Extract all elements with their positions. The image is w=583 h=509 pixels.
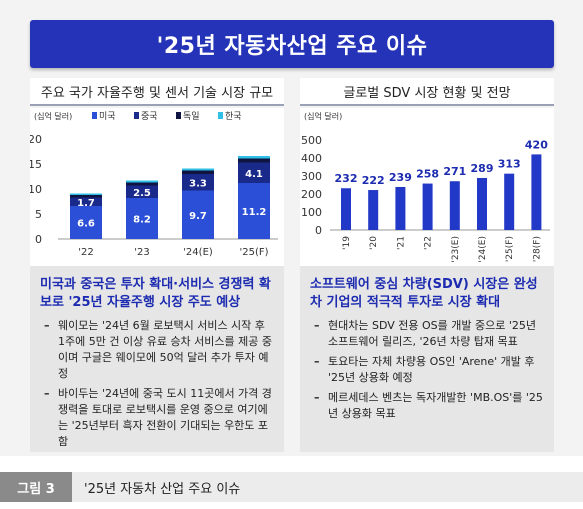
left-bullet-list: 웨이모는 '24년 6월 로보택시 서비스 시작 후 1주에 5만 건 이상 유… (30, 318, 284, 450)
figure-caption: 그림 3 '25년 자동차 산업 주요 이슈 (0, 472, 583, 502)
y-tick-label: 10 (30, 183, 42, 196)
x-tick-label: '24(E) (183, 247, 213, 258)
y-tick-label: 100 (301, 206, 322, 219)
left-panel-header: 주요 국가 자율주행 및 센서 기술 시장 규모 (30, 78, 284, 106)
y-tick-label: 20 (30, 133, 42, 146)
x-tick-label: '20 (369, 236, 379, 250)
bar-segment (126, 185, 158, 198)
bar-segment (126, 180, 158, 183)
title-banner: '25년 자동차산업 주요 이슈 (30, 20, 554, 68)
bar-segment (182, 190, 214, 239)
sdv-bar (504, 173, 515, 230)
sdv-bar (477, 177, 487, 230)
bar-value-label: 289 (471, 162, 494, 175)
bar-value-label: 258 (416, 168, 439, 181)
sdv-bar (449, 181, 460, 230)
y-tick-label: 300 (301, 170, 322, 183)
right-panel-header: 글로벌 SDV 시장 현황 및 전망 (300, 78, 554, 106)
bar-value-label: 2.5 (133, 188, 151, 199)
right-desc-title: 소프트웨어 중심 차량(SDV) 시장은 완성차 기업의 적극적 투자로 시장 … (310, 277, 538, 310)
bar-value-label: 4.1 (245, 169, 263, 180)
page-title: '25년 자동차산업 주요 이슈 (156, 34, 428, 59)
left-bullet-1: 웨이모는 '24년 6월 로보택시 서비스 시작 후 1주에 5만 건 이상 유… (44, 318, 274, 382)
sdv-bar-chart: (십억 달러) 0 100 200 300 400 500 232 '19 222 '20 239 '2… (301, 111, 550, 263)
sdv-bar (422, 183, 433, 230)
y-tick-label: 200 (301, 188, 322, 201)
infographic-frame: '25년 자동차산업 주요 이슈 주요 국가 자율주행 및 센서 기술 시장 규… (0, 0, 583, 456)
bar-value-label: 1.7 (77, 198, 95, 209)
bar-segment (238, 158, 270, 163)
bar-value-label: 313 (498, 158, 521, 171)
bar-value-label: 222 (362, 174, 385, 187)
x-tick-label: '28(F) (532, 236, 542, 262)
legend-label-2: 독일 (183, 111, 200, 122)
left-description: 미국과 중국은 투자 확대·서비스 경쟁력 확보로 '25년 자율주행 시장 주… (30, 266, 284, 452)
bar-value-label: 6.6 (77, 219, 95, 230)
x-tick-label: '22 (424, 236, 434, 250)
bar-segment (238, 156, 270, 159)
left-desc-title: 미국과 중국은 투자 확대·서비스 경쟁력 확보로 '25년 자율주행 시장 주… (40, 277, 271, 310)
y-tick-label: 0 (35, 233, 42, 246)
bar-value-label: 239 (389, 171, 412, 184)
x-tick-label: '24(E) (478, 236, 488, 263)
y-unit-label: (십억 달러) (304, 111, 342, 121)
y-tick-label: 15 (30, 158, 42, 171)
bar-segment (182, 174, 214, 191)
right-panel-header-text: 글로벌 SDV 시장 현황 및 전망 (343, 85, 511, 101)
left-bullet-2: 바이두는 '24년에 중국 도시 11곳에서 가격 경쟁력을 토대로 로보택시를… (44, 386, 274, 450)
x-tick-label: '21 (396, 236, 406, 250)
right-bullet-1: 현대차는 SDV 전용 OS를 개발 중으로 '25년 소프트웨어 릴리즈, '… (314, 318, 544, 350)
bar-value-label: 8.2 (133, 215, 151, 226)
right-bullet-list: 현대차는 SDV 전용 OS를 개발 중으로 '25년 소프트웨어 릴리즈, '… (300, 318, 554, 422)
x-tick-label: '25(F) (505, 236, 515, 262)
sdv-bar (395, 186, 406, 230)
bar-segment (238, 162, 270, 183)
bar-segment (70, 206, 102, 239)
bar-segment (182, 168, 214, 171)
legend-label-0: 미국 (99, 111, 116, 122)
stacked-bar-chart: (십억 달러) 미국 중국 독일 한국 0 5 10 15 20 6.6 1.7 '22 8.2 2.5 '2… (28, 111, 278, 258)
x-tick-label: '25(F) (239, 247, 268, 258)
legend-swatch-0 (92, 112, 97, 119)
legend-label-1: 중국 (141, 111, 158, 122)
bar-value-label: 3.3 (189, 178, 207, 189)
sdv-bar (368, 190, 379, 230)
bar-segment (126, 198, 158, 239)
x-tick-label: '19 (342, 236, 352, 250)
left-chart-area: (십억 달러) 미국 중국 독일 한국 0 5 10 15 20 6.6 1.7 '22 8.2 2.5 '2… (28, 108, 284, 266)
x-tick-label: '22 (78, 247, 93, 258)
right-bullet-3: 메르세데스 벤츠는 독자개발한 'MB.OS'를 '25년 상용화 목표 (314, 390, 544, 422)
bar-value-label: 9.7 (189, 211, 207, 222)
y-unit-label: (십억 달러) (34, 111, 72, 121)
bar-value-label: 11.2 (242, 207, 267, 218)
right-chart-area: (십억 달러) 0 100 200 300 400 500 232 '19 222 '20 239 '2… (300, 108, 554, 266)
y-tick-label: 0 (315, 224, 322, 237)
bar-value-label: 232 (335, 172, 358, 185)
bar-segment (126, 182, 158, 186)
bar-segment (70, 195, 102, 198)
figure-label: 그림 3 (0, 472, 72, 502)
bar-value-label: 420 (525, 138, 548, 151)
legend-swatch-2 (176, 112, 181, 119)
left-panel-header-text: 주요 국가 자율주행 및 센서 기술 시장 규모 (40, 85, 274, 101)
caption-text: '25년 자동차 산업 주요 이슈 (84, 481, 241, 497)
right-description: 소프트웨어 중심 차량(SDV) 시장은 완성차 기업의 적극적 투자로 시장 … (300, 266, 554, 452)
sdv-bar (531, 154, 542, 230)
bar-segment (238, 183, 270, 239)
bar-segment (182, 170, 214, 174)
legend-swatch-3 (218, 112, 223, 119)
y-tick-label: 5 (35, 208, 42, 221)
right-bullet-2: 토요타는 자체 차량용 OS인 'Arene' 개발 후 '25년 상용화 예정 (314, 354, 544, 386)
legend-swatch-1 (134, 112, 139, 119)
y-tick-label: 500 (301, 134, 322, 147)
legend-label-3: 한국 (225, 111, 242, 122)
x-tick-label: '23(E) (451, 236, 461, 263)
bar-segment (70, 197, 102, 206)
bar-value-label: 271 (443, 165, 466, 178)
bar-segment (70, 193, 102, 195)
sdv-bar (341, 188, 351, 230)
x-tick-label: '23 (134, 247, 149, 258)
y-tick-label: 400 (301, 152, 322, 165)
